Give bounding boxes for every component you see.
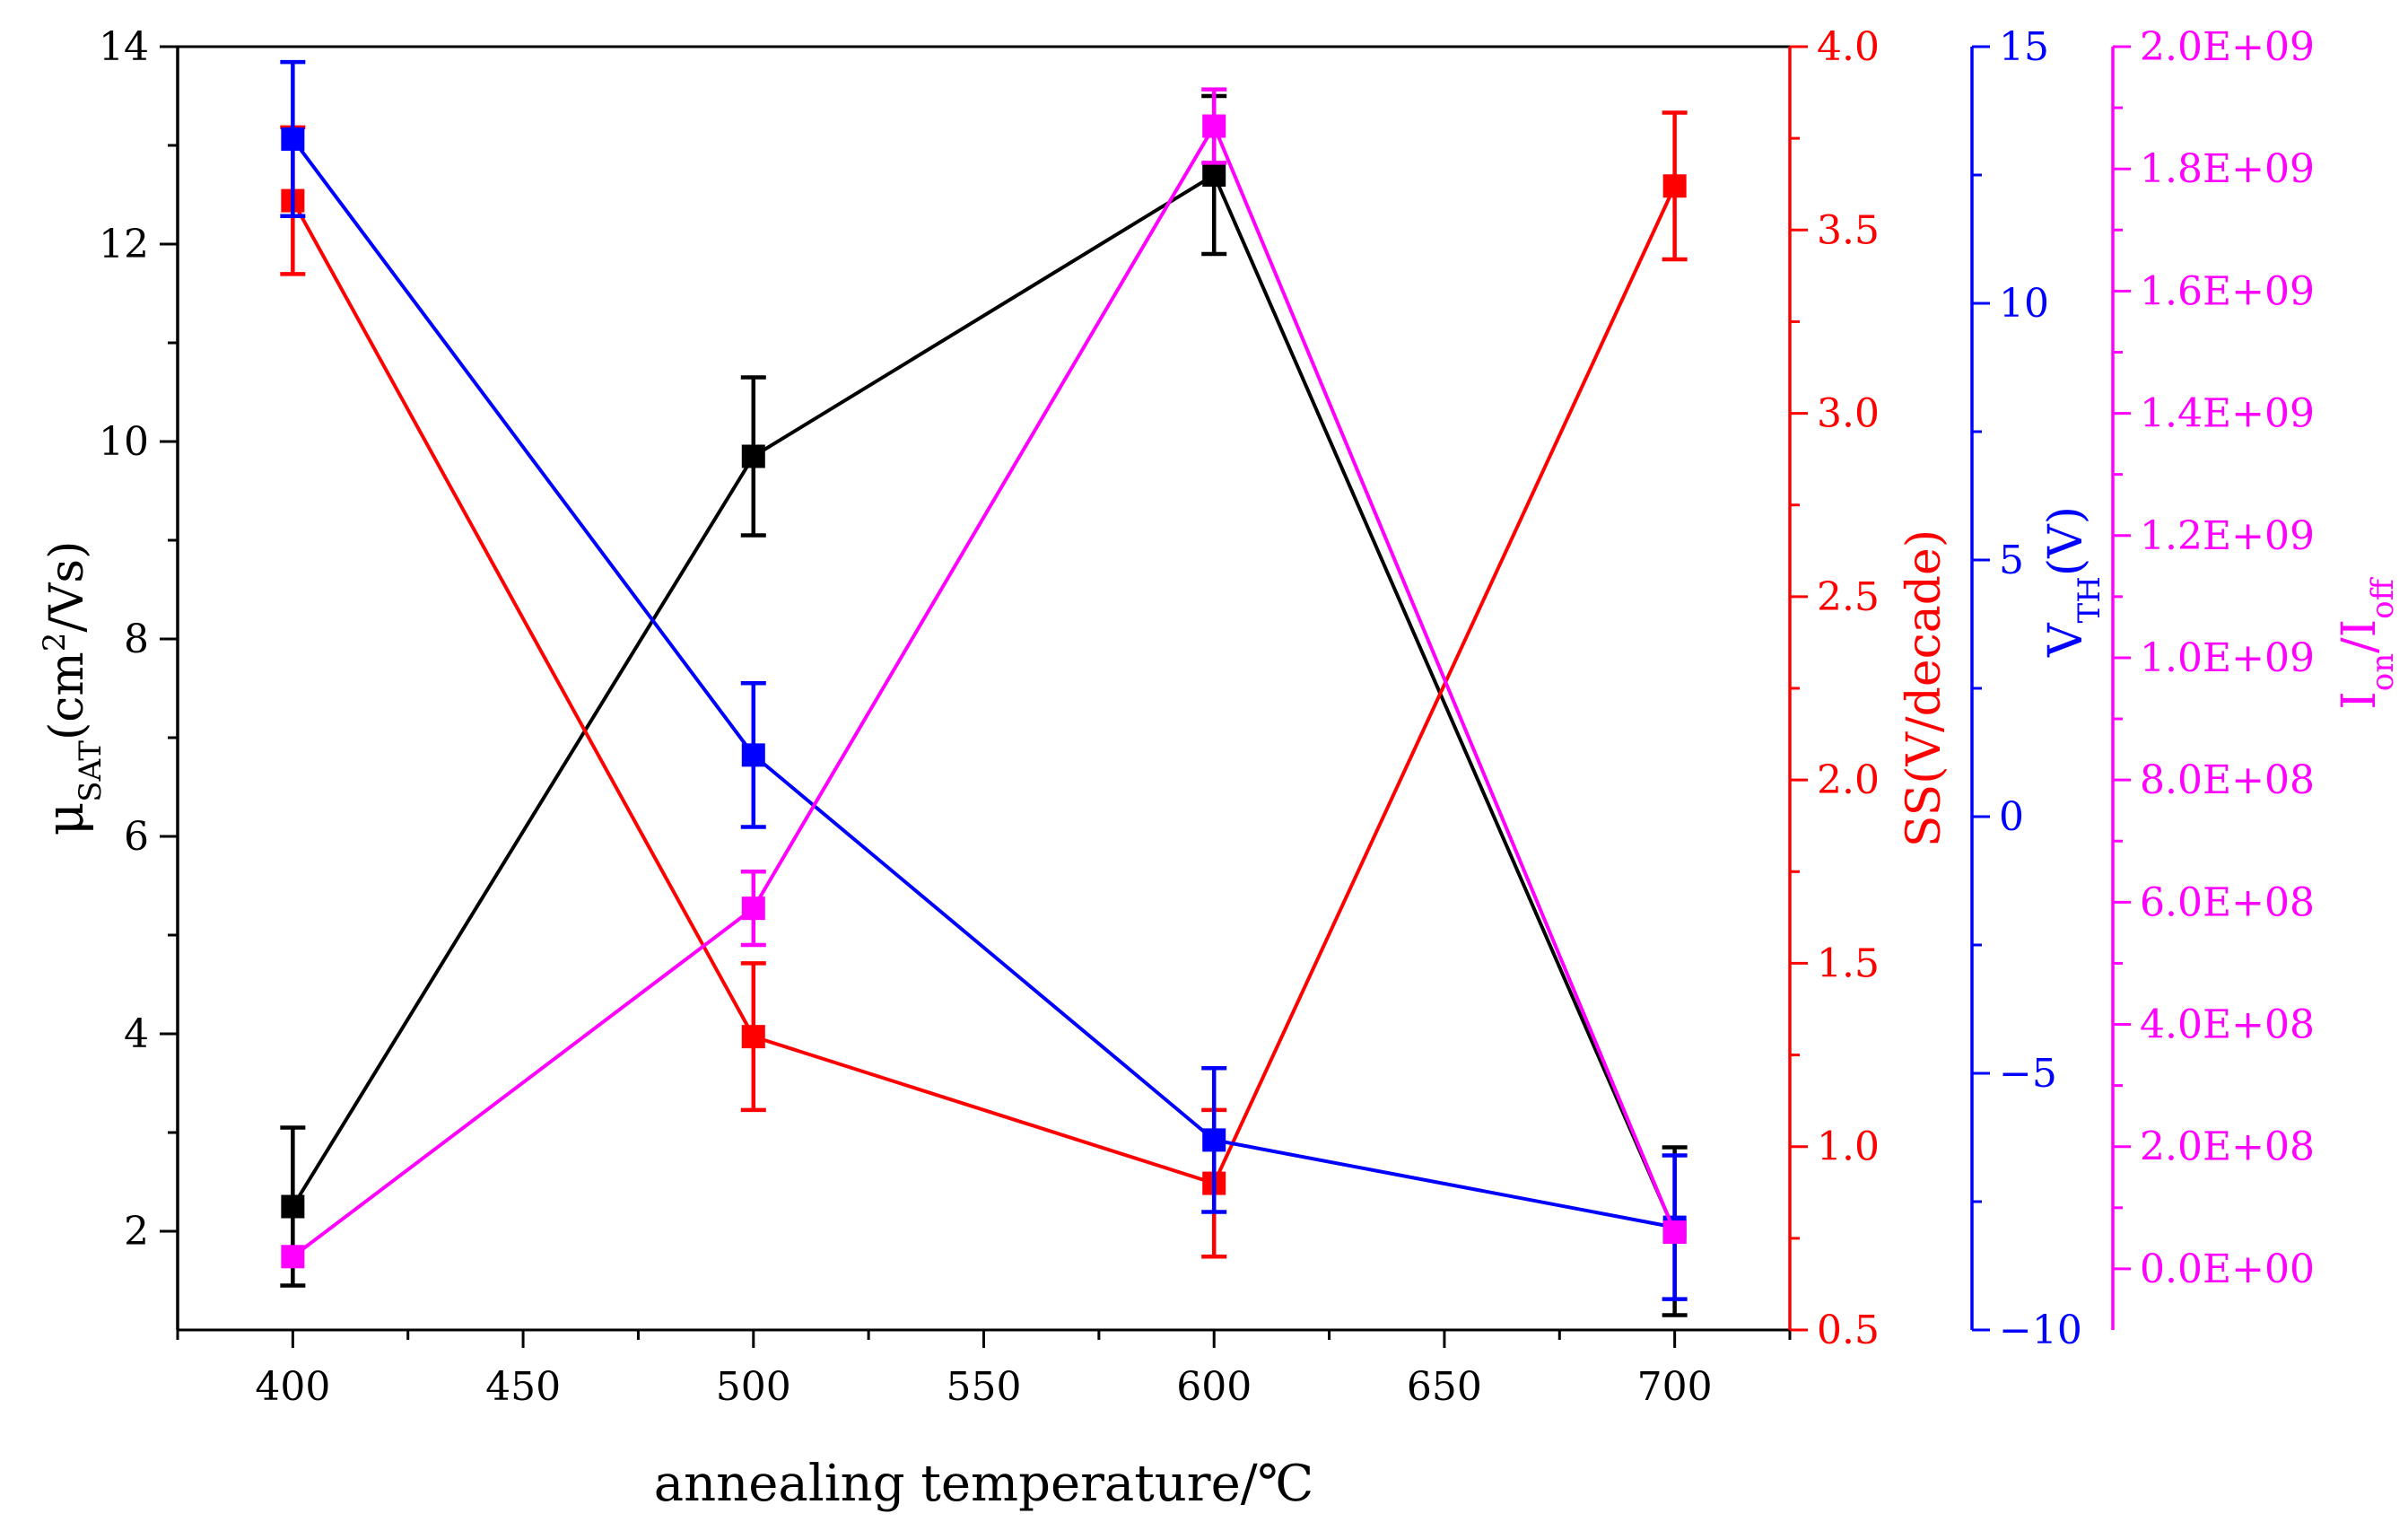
x-tick-label: 450 [485, 1364, 561, 1410]
data-point-ratio [281, 1245, 305, 1269]
y-axis-title-ratio: Ion/Ioff [2333, 576, 2401, 709]
y-tick-label-ratio: 1.6E+09 [2140, 268, 2315, 314]
y-tick-label-mu: 12 [99, 222, 149, 267]
x-tick-label: 500 [716, 1364, 791, 1410]
data-point-mu [281, 1194, 305, 1219]
y-tick-label-ss: 4.0 [1817, 24, 1880, 70]
y-tick-label-vth: 15 [1999, 24, 2049, 70]
y-tick-label-ratio: 1.2E+09 [2140, 513, 2315, 559]
y-tick-label-ratio: 1.4E+09 [2140, 391, 2315, 437]
y-tick-label-vth: 5 [1999, 538, 2024, 583]
y-tick-label-mu: 8 [124, 617, 149, 662]
y-tick-label-ss: 0.5 [1817, 1308, 1880, 1353]
data-point-vth [1202, 1128, 1226, 1152]
data-point-ratio [1202, 114, 1226, 138]
y-tick-label-vth: −5 [1999, 1051, 2057, 1097]
y-tick-label-ss: 3.0 [1817, 391, 1880, 437]
data-point-mu [741, 444, 765, 468]
y-tick-label-ss: 3.5 [1817, 207, 1880, 253]
y-tick-label-ratio: 2.0E+08 [2140, 1124, 2315, 1170]
y-tick-label-mu: 4 [124, 1011, 149, 1057]
y-tick-label-vth: 10 [1999, 281, 2049, 327]
data-point-ratio [741, 897, 765, 921]
data-point-ss [1662, 174, 1687, 198]
y-tick-label-mu: 14 [99, 24, 149, 70]
y-tick-label-vth: −10 [1999, 1308, 2082, 1353]
y-tick-label-mu: 10 [99, 419, 149, 465]
x-tick-label: 650 [1407, 1364, 1482, 1410]
y-tick-label-ss: 1.0 [1817, 1124, 1880, 1170]
x-axis-title: annealing temperature/℃ [654, 1455, 1313, 1513]
series-line-ss [291, 185, 1677, 1186]
series-line-mu [291, 172, 1677, 1232]
x-tick-label: 400 [255, 1364, 330, 1410]
data-point-ss [741, 1025, 765, 1049]
y-tick-label-ss: 1.5 [1817, 940, 1880, 986]
y-axis-title-mu: μSAT(cm2/Vs) [34, 541, 109, 836]
data-point-vth [741, 743, 765, 767]
x-tick-label: 550 [947, 1364, 1022, 1410]
y-tick-label-vth: 0 [1999, 794, 2024, 840]
y-tick-label-ratio: 6.0E+08 [2140, 879, 2315, 925]
y-axis-title-vth: VTH(V) [2039, 506, 2107, 658]
x-tick-label: 600 [1176, 1364, 1252, 1410]
y-tick-label-mu: 2 [124, 1209, 149, 1255]
series-line-ratio [292, 122, 1677, 1258]
y-tick-label-ratio: 8.0E+08 [2140, 757, 2315, 803]
y-tick-label-ss: 2.0 [1817, 757, 1880, 803]
y-tick-label-ratio: 1.8E+09 [2140, 146, 2315, 192]
x-tick-label: 700 [1637, 1364, 1713, 1410]
data-point-ratio [1662, 1220, 1687, 1245]
y-tick-label-ratio: 4.0E+08 [2140, 1002, 2315, 1048]
data-point-mu [1202, 163, 1226, 187]
y-tick-label-ratio: 2.0E+09 [2140, 24, 2315, 70]
y-tick-label-ss: 2.5 [1817, 574, 1880, 620]
y-tick-label-ratio: 1.0E+09 [2140, 635, 2315, 681]
data-point-vth [281, 127, 305, 151]
y-tick-label-mu: 6 [124, 814, 149, 860]
y-axis-title-ss: SS(V/decade) [1898, 529, 1951, 847]
y-tick-label-ratio: 0.0E+00 [2140, 1246, 2315, 1292]
series-line-vth [291, 137, 1676, 1229]
